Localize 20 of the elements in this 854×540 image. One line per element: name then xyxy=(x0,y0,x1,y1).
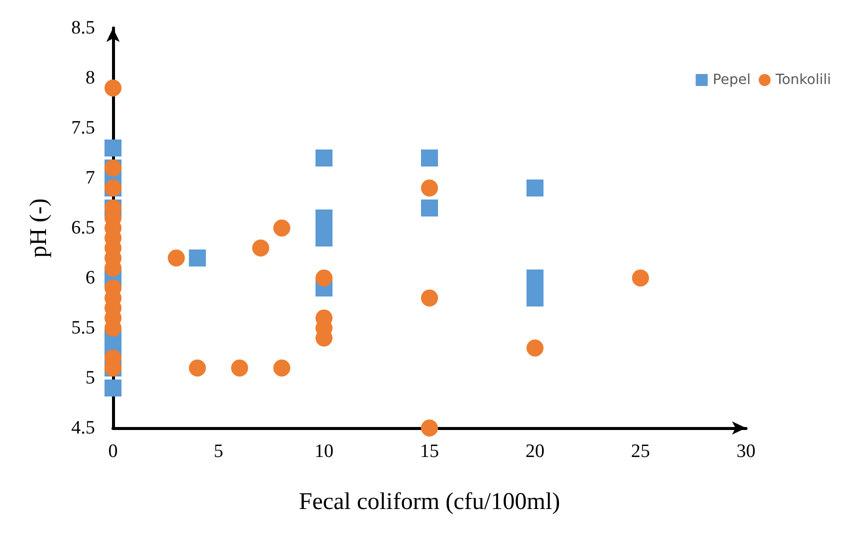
y-tick-label: 5.5 xyxy=(71,318,95,338)
x-tick-label: 20 xyxy=(526,441,544,462)
x-tick-label: 30 xyxy=(736,441,756,462)
y-tick-label: 5 xyxy=(86,368,95,388)
y-tick-label: 4.5 xyxy=(71,418,95,438)
x-tick-label: 0 xyxy=(108,441,118,462)
x-axis-title: Fecal coliform (cfu/100ml) xyxy=(298,489,560,515)
legend-label: Pepel xyxy=(712,72,751,88)
y-tick-label: 7.5 xyxy=(71,118,95,138)
legend-label: Tonkolili xyxy=(774,72,831,88)
y-axis-title: pH (-) xyxy=(26,198,52,258)
x-tick-label: 25 xyxy=(631,441,650,462)
y-tick-label: 8.5 xyxy=(71,18,95,38)
y-tick-label: 6 xyxy=(86,268,95,288)
x-tick-label: 5 xyxy=(214,441,224,462)
y-tick-label: 6.5 xyxy=(71,218,95,238)
x-tick-label: 10 xyxy=(314,441,334,462)
y-tick-label: 8 xyxy=(86,68,95,88)
y-tick-label: 7 xyxy=(86,168,95,188)
x-tick-label: 15 xyxy=(420,441,439,462)
